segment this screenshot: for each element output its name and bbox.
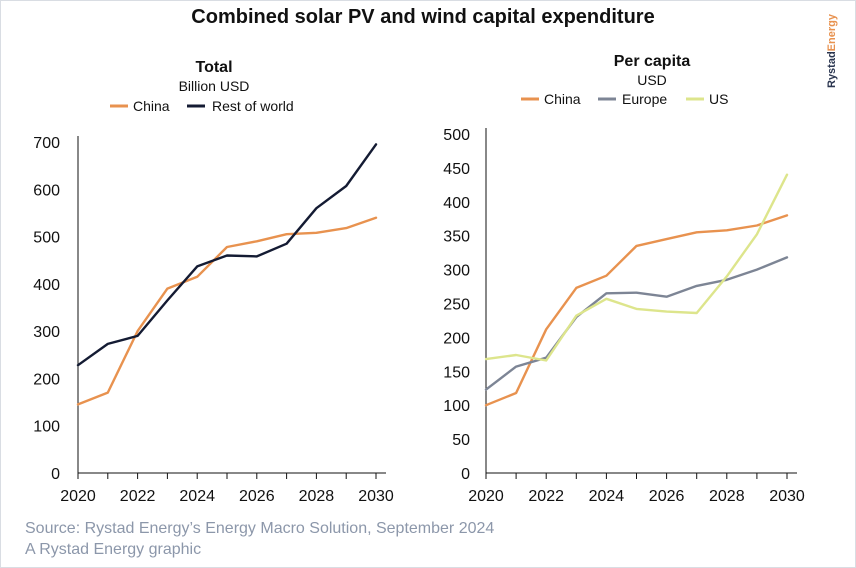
panel1-y-tick-label: 100 <box>33 419 60 436</box>
panel1-y-tick-label: 300 <box>33 324 60 341</box>
panel2-y-tick-label: 250 <box>443 297 470 314</box>
panel2-series-line-china <box>484 214 789 407</box>
panel2-x-tick-label: 2026 <box>649 488 685 505</box>
panel1-x-tick-label: 2030 <box>358 488 394 505</box>
panel1-series-line-rest-of-world <box>76 143 378 367</box>
panel1-y-tick-label: 500 <box>33 230 60 247</box>
panel1-x-tick-label: 2026 <box>239 488 275 505</box>
panel2-title: Per capita <box>614 53 691 70</box>
panel2-x-tick-label: 2024 <box>589 488 625 505</box>
panel1-unit-label: Billion USD <box>179 78 250 94</box>
panel2-y-tick-label: 0 <box>461 466 470 483</box>
panel1-title: Total <box>195 59 232 76</box>
source-note: Source: Rystad Energy’s Energy Macro Sol… <box>25 520 495 537</box>
panel2-y-tick-label: 150 <box>443 364 470 381</box>
panel2-y-tick-label: 400 <box>443 195 470 212</box>
panel2-x-tick-label: 2022 <box>528 488 564 505</box>
panel1-legend-label-1: Rest of world <box>212 98 294 114</box>
chart-title: Combined solar PV and wind capital expen… <box>191 6 655 28</box>
panel1-x-tick-label: 2024 <box>179 488 215 505</box>
panel1-y-tick-label: 600 <box>33 182 60 199</box>
panel1-y-tick-label: 200 <box>33 371 60 388</box>
panel2-y-tick-label: 500 <box>443 127 470 144</box>
panel2-y-tick-label: 100 <box>443 398 470 415</box>
panel2-legend-label-0: China <box>544 91 581 107</box>
panel1-y-tick-label: 0 <box>51 466 60 483</box>
panel2-y-tick-label: 200 <box>443 330 470 347</box>
panel1-y-tick-label: 400 <box>33 277 60 294</box>
panel2-unit-label: USD <box>637 72 667 88</box>
credit-note: A Rystad Energy graphic <box>25 541 202 558</box>
panel1-x-tick-label: 2028 <box>299 488 335 505</box>
panel2-series-line-europe <box>484 256 789 391</box>
panel1-legend-label-0: China <box>133 98 170 114</box>
footer: Source: Rystad Energy’s Energy Macro Sol… <box>25 518 494 560</box>
panel2-y-tick-label: 450 <box>443 161 470 178</box>
panel1-x-tick-label: 2022 <box>120 488 156 505</box>
panel1-series-line-china <box>76 216 378 406</box>
panel2-y-tick-label: 300 <box>443 263 470 280</box>
panel2-y-tick-label: 350 <box>443 229 470 246</box>
panel1-y-tick-label: 700 <box>33 135 60 152</box>
panel2-legend-label-2: US <box>709 91 728 107</box>
panel2-x-tick-label: 2020 <box>468 488 504 505</box>
panel2-x-tick-label: 2028 <box>709 488 745 505</box>
panel2-y-tick-label: 50 <box>452 432 470 449</box>
panel2-x-tick-label: 2030 <box>769 488 805 505</box>
panel2-series-line-us <box>484 173 789 362</box>
panel2-legend-label-1: Europe <box>622 91 667 107</box>
panel1-x-tick-label: 2020 <box>60 488 96 505</box>
